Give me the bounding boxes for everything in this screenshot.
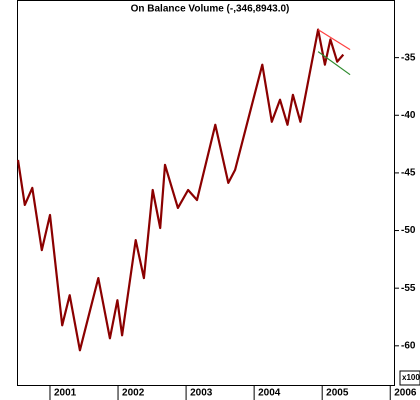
trend-line [317, 51, 351, 76]
trend-line [317, 29, 351, 51]
x-tick-label: 2004 [258, 388, 281, 399]
chart-title: On Balance Volume (-,346,8943.0) [131, 4, 290, 15]
y-tick-label: -60 [401, 340, 416, 351]
obv-line [16, 28, 345, 352]
x-tick-label: 2006 [394, 388, 417, 399]
y-tick-label: -45 [401, 168, 416, 179]
y-tick-label: -40 [401, 110, 416, 121]
y-unit-label: x100 [402, 373, 420, 382]
y-tick-label: -35 [401, 52, 416, 63]
plot-frame [17, 0, 395, 386]
unit-box [399, 370, 420, 386]
x-tick-label: 2003 [190, 388, 213, 399]
x-tick-label: 2005 [326, 388, 349, 399]
x-tick-label: 2001 [54, 388, 77, 399]
y-tick-label: -55 [401, 283, 416, 294]
x-tick-label: 2002 [122, 388, 145, 399]
y-tick-label: -50 [401, 225, 416, 236]
